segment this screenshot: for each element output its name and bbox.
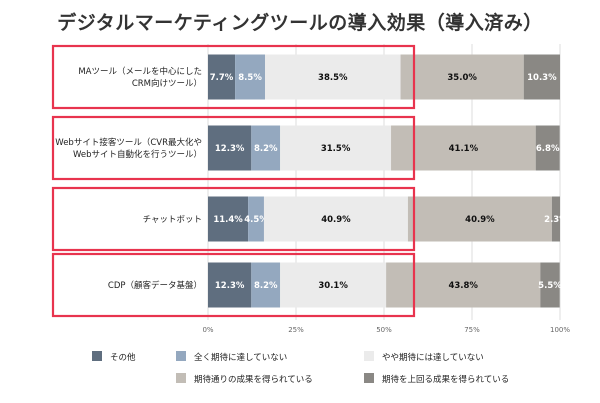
bar-segment	[400, 54, 524, 100]
bar-segment	[208, 262, 252, 308]
data-label: 10.3%	[527, 73, 557, 83]
bar-segment	[208, 54, 236, 100]
bar-segment	[551, 196, 560, 242]
bar-segment	[263, 196, 408, 242]
category-label: チャットボット	[143, 215, 202, 225]
bar-segment	[251, 125, 281, 171]
highlight-frame	[51, 44, 416, 110]
bar-segment	[407, 196, 552, 242]
data-label: 11.4%	[213, 215, 243, 225]
chart-title: デジタルマーケティングツールの導入効果（導入済み）	[57, 12, 543, 34]
highlight-frame	[51, 115, 416, 181]
data-label: 12.3%	[215, 144, 245, 154]
legend-label: やや期待には達していない	[382, 352, 484, 363]
x-tick-label: 50%	[376, 326, 392, 334]
highlight-frame	[51, 186, 416, 252]
data-label: 5.5%	[538, 281, 562, 291]
data-label: 30.1%	[318, 281, 348, 291]
bar-segment	[208, 196, 249, 242]
data-label: 2.3%	[544, 215, 568, 225]
highlight-frame	[51, 252, 416, 318]
legend-label: 期待通りの成果を得られている	[194, 374, 313, 385]
data-label: 6.8%	[536, 144, 560, 154]
legend-swatch	[92, 351, 102, 361]
bar-segment	[280, 125, 392, 171]
data-label: 40.9%	[465, 215, 495, 225]
x-tick-label: 75%	[464, 326, 480, 334]
data-label: 8.5%	[238, 73, 262, 83]
bar-segment	[235, 54, 266, 100]
data-label: 38.5%	[318, 73, 348, 83]
legend-swatch	[364, 373, 374, 383]
data-label: 8.2%	[254, 144, 278, 154]
category-label: CRM向けツール）	[132, 78, 202, 89]
bar-segment	[208, 125, 252, 171]
x-tick-label: 0%	[202, 326, 213, 334]
bar-segment	[535, 125, 560, 171]
data-label: 40.9%	[321, 215, 351, 225]
bar-segment	[523, 54, 560, 100]
data-label: 41.1%	[449, 144, 479, 154]
data-label: 8.2%	[254, 281, 278, 291]
x-tick-label: 100%	[550, 326, 570, 334]
bar-segment	[265, 54, 401, 100]
bar-segment	[540, 262, 560, 308]
category-label: Webサイト自動化を行うツール）	[73, 149, 202, 160]
category-label: CDP（顧客データ基盤）	[108, 280, 202, 291]
data-label: 31.5%	[321, 144, 351, 154]
data-label: 43.8%	[448, 281, 478, 291]
bar-segment	[251, 262, 281, 308]
legend-swatch	[364, 351, 374, 361]
legend-label: 全く期待に達していない	[194, 352, 287, 363]
legend-label: 期待を上回る成果を得られている	[382, 374, 509, 385]
data-label: 4.5%	[244, 215, 268, 225]
bar-segment	[386, 262, 541, 308]
bar-segment	[248, 196, 264, 242]
data-label: 35.0%	[447, 73, 477, 83]
legend-label: その他	[110, 352, 136, 363]
bar-segment	[280, 262, 387, 308]
legend-swatch	[176, 373, 186, 383]
data-label: 7.7%	[210, 73, 234, 83]
legend-swatch	[176, 351, 186, 361]
bar-segment	[391, 125, 536, 171]
x-tick-label: 25%	[288, 326, 304, 334]
data-label: 12.3%	[215, 281, 245, 291]
category-label: Webサイト接客ツール（CVR最大化や	[55, 137, 202, 148]
category-label: MAツール（メールを中心にした	[78, 66, 202, 77]
